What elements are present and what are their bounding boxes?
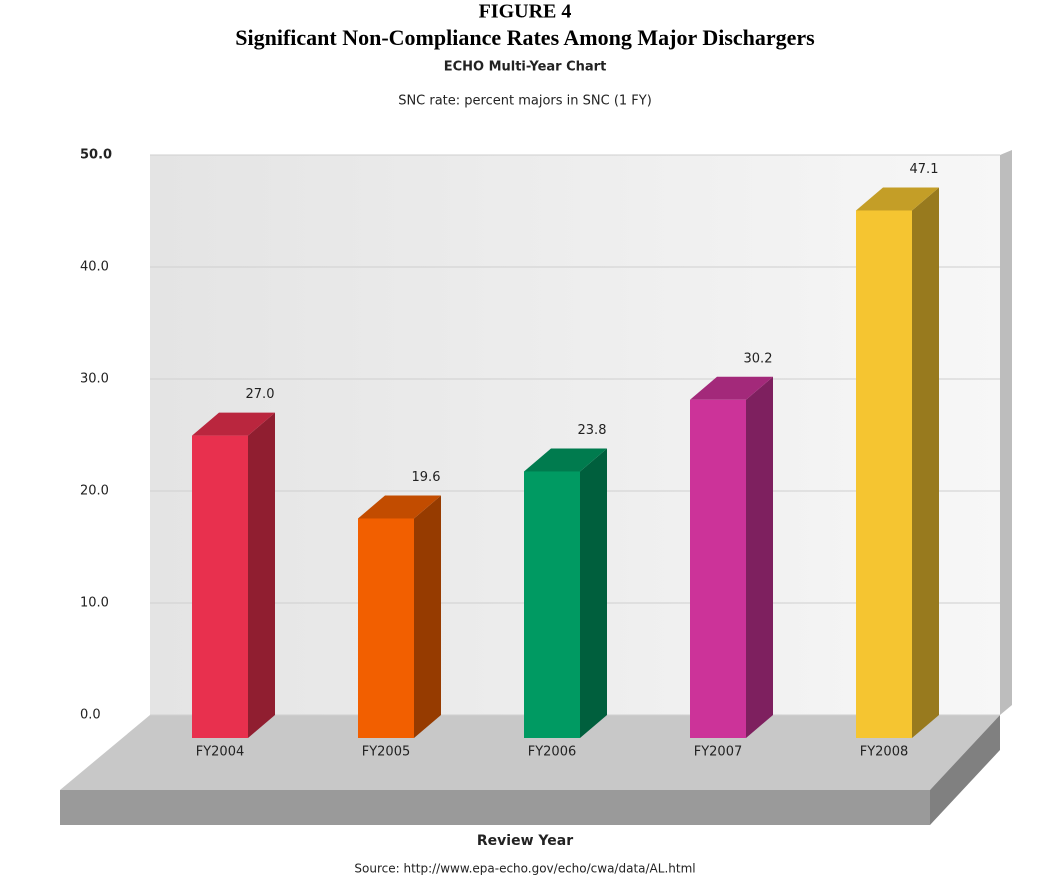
y-tick-label: 20.0 (80, 484, 109, 499)
x-tick-label: FY2005 (362, 745, 411, 760)
value-label: 47.1 (910, 162, 939, 177)
chart-subtitle: SNC rate: percent majors in SNC (1 FY) (398, 94, 652, 109)
x-axis-label: Review Year (477, 833, 573, 849)
bar (524, 471, 580, 738)
chart-title: ECHO Multi-Year Chart (444, 60, 607, 75)
bar-top (192, 412, 275, 436)
figure-label: FIGURE 4 (479, 1, 572, 23)
x-tick-label: FY2006 (528, 745, 577, 760)
value-label: 19.6 (412, 470, 441, 485)
figure-title: Significant Non-Compliance Rates Among M… (235, 25, 815, 50)
bar-top (690, 376, 773, 400)
bar-top (856, 187, 939, 211)
floor (60, 715, 1000, 790)
x-tick-label: FY2007 (694, 745, 743, 760)
side-wall (1000, 150, 1012, 715)
y-tick-label: 40.0 (80, 260, 109, 275)
value-label: 23.8 (578, 423, 607, 438)
floor-side (930, 715, 1000, 825)
floor-edge (60, 790, 930, 825)
bar-side (248, 412, 275, 738)
value-label: 27.0 (246, 387, 275, 402)
bar (358, 518, 414, 738)
x-tick-label: FY2008 (860, 745, 909, 760)
bar-top (524, 448, 607, 472)
bar (192, 435, 248, 738)
y-tick-label: 10.0 (80, 596, 109, 611)
y-tick-label: 0.0 (80, 708, 101, 723)
source: Source: http://www.epa-echo.gov/echo/cwa… (354, 862, 695, 876)
bar (856, 210, 912, 739)
bar-top (358, 495, 441, 519)
value-label: 30.2 (744, 351, 773, 366)
bar (690, 399, 746, 738)
bar-side (746, 376, 773, 738)
y-tick-label: 30.0 (80, 372, 109, 387)
y-tick-label: 50.0 (80, 148, 112, 163)
bar-side (414, 495, 441, 738)
bar-side (912, 187, 939, 739)
bar-side (580, 448, 607, 738)
x-tick-label: FY2004 (196, 745, 245, 760)
